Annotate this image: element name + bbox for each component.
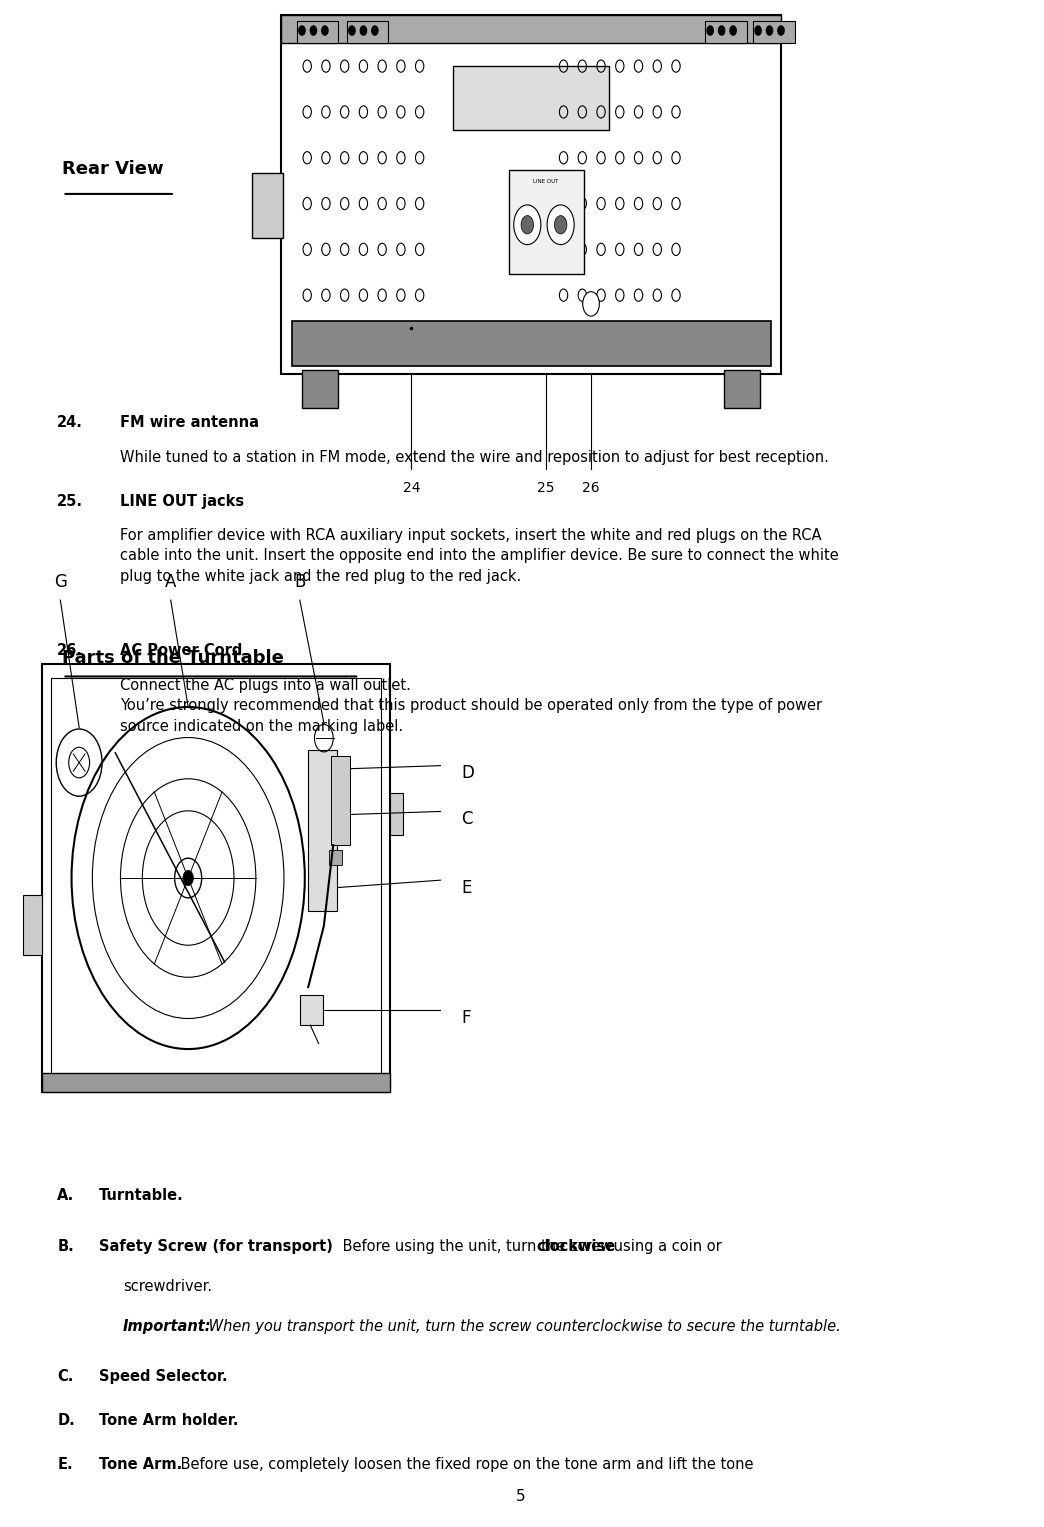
- Circle shape: [521, 215, 533, 234]
- Text: For amplifier device with RCA auxiliary input sockets, insert the white and red : For amplifier device with RCA auxiliary …: [120, 528, 838, 583]
- Circle shape: [583, 292, 599, 316]
- Text: Safety Screw (for transport): Safety Screw (for transport): [99, 1238, 333, 1254]
- Text: 5: 5: [516, 1489, 525, 1504]
- Text: Connect the AC plugs into a wall outlet.
You’re strongly recommended that this p: Connect the AC plugs into a wall outlet.…: [120, 678, 822, 733]
- Text: AC Power Cord: AC Power Cord: [120, 643, 242, 658]
- Circle shape: [755, 26, 761, 35]
- Text: G: G: [54, 573, 67, 591]
- Circle shape: [514, 205, 541, 244]
- Text: using a coin or: using a coin or: [609, 1238, 721, 1254]
- Circle shape: [766, 26, 773, 35]
- Bar: [390, 793, 403, 835]
- Bar: [308, 750, 337, 910]
- Text: 25: 25: [538, 481, 554, 495]
- Text: Parts of the Turntable: Parts of the Turntable: [63, 649, 284, 667]
- Text: 25.: 25.: [57, 493, 84, 508]
- Circle shape: [183, 870, 193, 886]
- Text: FM wire antenna: FM wire antenna: [120, 415, 259, 431]
- Circle shape: [778, 26, 784, 35]
- Text: F: F: [461, 1009, 471, 1026]
- Text: A: A: [165, 573, 176, 591]
- Bar: [705, 21, 746, 43]
- Bar: [329, 849, 341, 864]
- Text: Important:: Important:: [123, 1318, 212, 1333]
- Bar: [347, 21, 388, 43]
- Text: A.: A.: [57, 1188, 74, 1203]
- Bar: [508, 169, 584, 273]
- Text: Tone Arm.: Tone Arm.: [99, 1457, 182, 1472]
- Text: 24.: 24.: [57, 415, 84, 431]
- Circle shape: [56, 728, 102, 796]
- Text: Tone Arm holder.: Tone Arm holder.: [99, 1414, 238, 1428]
- Circle shape: [322, 26, 328, 35]
- Bar: [453, 66, 609, 130]
- Text: clockwise: clockwise: [537, 1238, 616, 1254]
- Bar: [23, 895, 42, 954]
- Circle shape: [174, 858, 201, 898]
- Text: While tuned to a station in FM mode, extend the wire and reposition to adjust fo: While tuned to a station in FM mode, ext…: [120, 449, 829, 464]
- Text: B.: B.: [57, 1238, 74, 1254]
- Text: B: B: [294, 573, 306, 591]
- Text: E.: E.: [57, 1457, 73, 1472]
- Circle shape: [707, 26, 713, 35]
- Circle shape: [360, 26, 366, 35]
- Bar: [281, 15, 781, 43]
- Text: When you transport the unit, turn the screw counterclockwise to secure the turnt: When you transport the unit, turn the sc…: [204, 1318, 840, 1333]
- Text: C: C: [461, 811, 473, 828]
- Bar: [42, 1073, 390, 1092]
- Circle shape: [547, 205, 574, 244]
- Text: Turntable.: Turntable.: [99, 1188, 184, 1203]
- Text: 24: 24: [403, 481, 420, 495]
- Text: Before using the unit, turn the screw: Before using the unit, turn the screw: [338, 1238, 617, 1254]
- Text: C.: C.: [57, 1370, 74, 1385]
- Circle shape: [554, 215, 567, 234]
- Text: screwdriver.: screwdriver.: [123, 1278, 212, 1293]
- Text: Before use, completely loosen the fixed rope on the tone arm and lift the tone: Before use, completely loosen the fixed …: [176, 1457, 754, 1472]
- Bar: [42, 664, 390, 1092]
- Text: E: E: [461, 880, 472, 896]
- Text: D.: D.: [57, 1414, 75, 1428]
- Text: Rear View: Rear View: [63, 160, 164, 179]
- Bar: [51, 678, 381, 1078]
- Bar: [252, 173, 283, 238]
- Circle shape: [730, 26, 736, 35]
- Bar: [723, 370, 760, 408]
- Bar: [753, 21, 794, 43]
- Bar: [300, 994, 323, 1025]
- Circle shape: [372, 26, 378, 35]
- Text: 26: 26: [583, 481, 600, 495]
- Text: LINE OUT: LINE OUT: [533, 179, 559, 183]
- Circle shape: [310, 26, 316, 35]
- Circle shape: [718, 26, 725, 35]
- Text: D: D: [461, 765, 474, 782]
- Bar: [302, 370, 338, 408]
- Text: Speed Selector.: Speed Selector.: [99, 1370, 228, 1385]
- Circle shape: [349, 26, 355, 35]
- Circle shape: [299, 26, 305, 35]
- Text: 26.: 26.: [57, 643, 84, 658]
- Text: LINE OUT jacks: LINE OUT jacks: [120, 493, 244, 508]
- Bar: [281, 15, 781, 374]
- Bar: [331, 756, 350, 844]
- Bar: [296, 21, 338, 43]
- Bar: [291, 321, 770, 366]
